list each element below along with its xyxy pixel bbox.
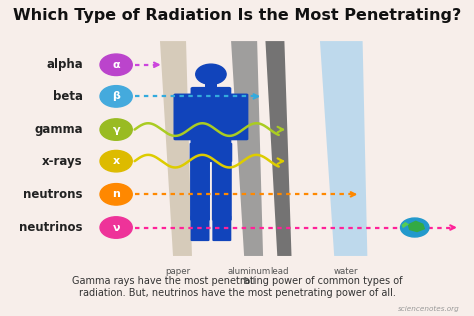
Polygon shape	[231, 41, 263, 256]
Text: gamma: gamma	[34, 123, 83, 136]
Polygon shape	[265, 41, 292, 256]
FancyBboxPatch shape	[191, 216, 210, 241]
Circle shape	[100, 150, 132, 172]
Text: aluminum
foil: aluminum foil	[227, 267, 271, 286]
Text: x: x	[112, 156, 120, 166]
Text: radiation. But, neutrinos have the most penetrating power of all.: radiation. But, neutrinos have the most …	[79, 288, 395, 298]
FancyBboxPatch shape	[173, 94, 195, 140]
Text: α: α	[112, 60, 120, 70]
FancyBboxPatch shape	[205, 82, 217, 90]
FancyBboxPatch shape	[191, 87, 231, 152]
Text: Gamma rays have the most penetrating power of common types of: Gamma rays have the most penetrating pow…	[72, 276, 402, 286]
Circle shape	[100, 54, 132, 76]
Circle shape	[100, 86, 132, 107]
Polygon shape	[320, 41, 367, 256]
Text: neutrinos: neutrinos	[19, 221, 83, 234]
FancyBboxPatch shape	[190, 155, 210, 221]
Text: lead: lead	[270, 267, 289, 276]
Circle shape	[100, 184, 132, 205]
Text: ν: ν	[112, 222, 120, 233]
Circle shape	[100, 119, 132, 140]
FancyBboxPatch shape	[227, 94, 248, 140]
Polygon shape	[160, 41, 192, 256]
Text: alpha: alpha	[46, 58, 83, 71]
FancyBboxPatch shape	[190, 143, 232, 162]
Text: water: water	[334, 267, 358, 276]
Polygon shape	[408, 221, 425, 232]
Text: Which Type of Radiation Is the Most Penetrating?: Which Type of Radiation Is the Most Pene…	[13, 8, 461, 23]
Text: paper: paper	[165, 267, 191, 276]
Text: n: n	[112, 189, 120, 199]
Text: x-rays: x-rays	[42, 155, 83, 168]
Text: beta: beta	[53, 90, 83, 103]
Text: neutrons: neutrons	[23, 188, 83, 201]
Circle shape	[401, 218, 429, 237]
Circle shape	[100, 217, 132, 238]
Polygon shape	[401, 222, 409, 228]
FancyBboxPatch shape	[212, 216, 231, 241]
Text: β: β	[112, 91, 120, 101]
Text: sciencenotes.org: sciencenotes.org	[398, 306, 460, 312]
Circle shape	[196, 64, 226, 84]
FancyBboxPatch shape	[212, 155, 232, 221]
Text: γ: γ	[112, 125, 120, 135]
